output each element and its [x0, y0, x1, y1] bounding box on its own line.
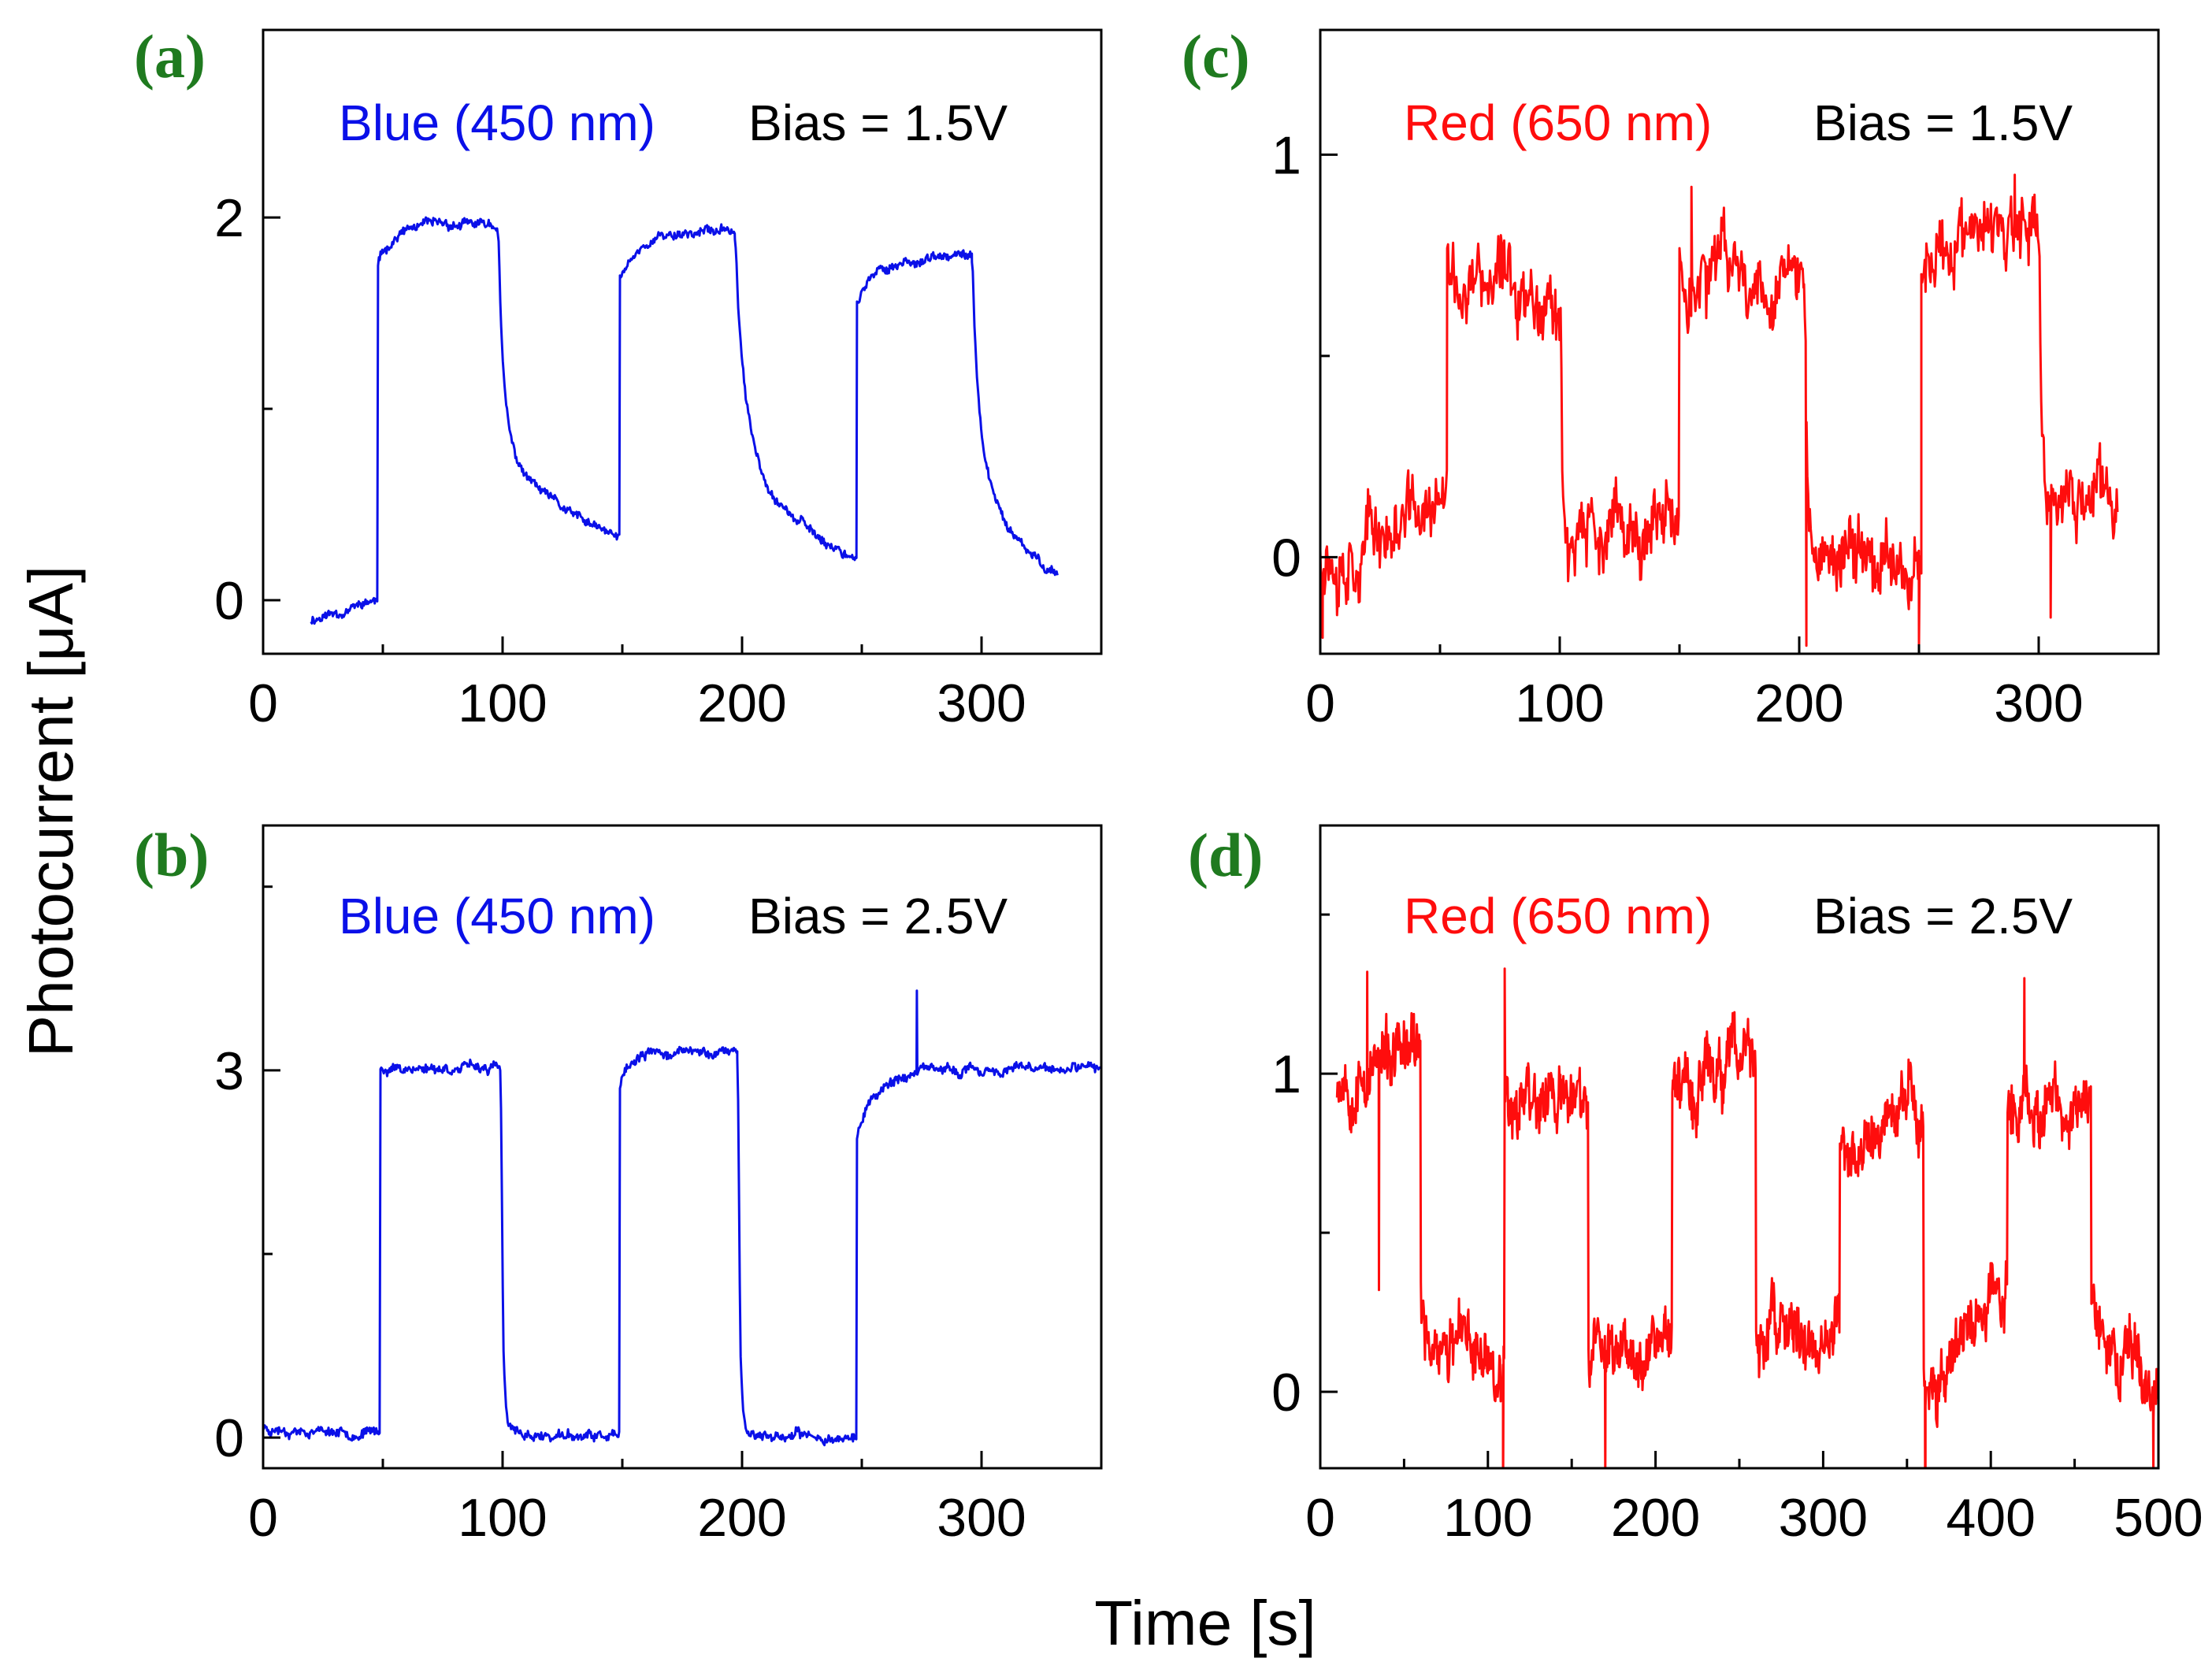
panel-d: 0 100 200 300 400 500 0 1 (d) Red (650 nm) Bias = … [1188, 821, 2203, 1548]
panel-label-b: (b) [134, 821, 209, 889]
x-tick-label-c-200: 200 [1754, 673, 1843, 733]
legend-bias-a: Bias = 1.5V [748, 95, 1008, 151]
panel-c: 0 100 200 300 0 1 (c) Red (650 nm) Bias = 1.5V [1182, 22, 2160, 733]
series-line-d [1335, 967, 2158, 1468]
plot-frame-c [1319, 28, 2160, 655]
legend-wavelength-b: Blue (450 nm) [339, 888, 655, 944]
series-line-a [310, 216, 1059, 625]
legend-bias-c: Bias = 1.5V [1813, 95, 2073, 151]
x-tick-label-a-200: 200 [697, 673, 786, 733]
x-tick-label-c-300: 300 [1994, 673, 2083, 733]
y-tick-label-d-0: 0 [1271, 1363, 1301, 1423]
y-tick-label-a-2: 2 [214, 188, 244, 248]
x-tick-label-b-300: 300 [937, 1488, 1026, 1548]
x-tick-label-b-0: 0 [248, 1488, 278, 1548]
panel-label-c: (c) [1182, 22, 1250, 91]
x-tick-label-a-100: 100 [458, 673, 547, 733]
y-tick-label-a-0: 0 [214, 571, 244, 631]
plot-frame-b [262, 824, 1103, 1470]
x-tick-label-d-400: 400 [1946, 1488, 2035, 1548]
legend-bias-d: Bias = 2.5V [1813, 888, 2073, 944]
y-tick-label-b-0: 0 [214, 1408, 244, 1468]
x-tick-label-c-100: 100 [1515, 673, 1604, 733]
legend-wavelength-d: Red (650 nm) [1404, 888, 1712, 944]
legend-bias-b: Bias = 2.5V [748, 888, 1008, 944]
y-tick-label-d-1: 1 [1271, 1044, 1301, 1104]
series-line-c [1320, 173, 2119, 647]
x-tick-label-a-0: 0 [248, 673, 278, 733]
x-tick-label-b-100: 100 [458, 1488, 547, 1548]
x-tick-label-c-0: 0 [1305, 673, 1335, 733]
legend-wavelength-a: Blue (450 nm) [339, 95, 655, 151]
x-axis-label: Time [s] [1094, 1588, 1316, 1658]
panel-label-a: (a) [134, 22, 206, 91]
x-tick-label-a-300: 300 [937, 673, 1026, 733]
legend-wavelength-c: Red (650 nm) [1404, 95, 1712, 151]
panel-b: 0 100 200 300 0 3 (b) Blue (450 nm) Bias = 2.5V [134, 821, 1103, 1548]
y-axis-label: Photocurrent [μA] [16, 566, 86, 1057]
y-tick-label-b-3: 3 [214, 1041, 244, 1101]
panel-a: 0 100 200 300 0 2 (a) Blue (450 nm) Bias = 1.5V [134, 22, 1103, 733]
x-tick-label-d-0: 0 [1305, 1488, 1335, 1548]
x-tick-label-d-200: 200 [1611, 1488, 1700, 1548]
panel-label-d: (d) [1188, 821, 1263, 889]
plot-frame-a [262, 28, 1103, 655]
series-line-b [263, 989, 1101, 1447]
y-tick-label-c-1: 1 [1271, 125, 1301, 185]
x-tick-label-d-500: 500 [2114, 1488, 2203, 1548]
x-tick-label-b-200: 200 [697, 1488, 786, 1548]
x-tick-label-d-300: 300 [1779, 1488, 1868, 1548]
y-tick-label-c-0: 0 [1271, 528, 1301, 588]
x-tick-label-d-100: 100 [1443, 1488, 1532, 1548]
